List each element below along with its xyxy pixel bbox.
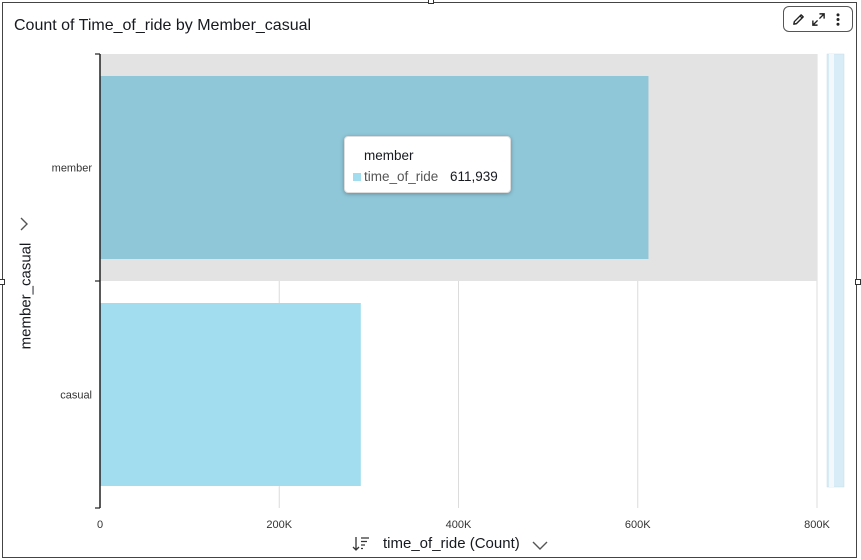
x-tick-label: 800K bbox=[804, 519, 830, 531]
tooltip-value: 611,939 bbox=[450, 169, 498, 184]
x-tick-label: 0 bbox=[97, 519, 103, 531]
bars bbox=[100, 76, 649, 486]
expand-icon[interactable] bbox=[809, 10, 827, 28]
chevron-down-icon[interactable] bbox=[532, 537, 548, 555]
chart-title: Count of Time_of_ride by Member_casual bbox=[14, 17, 312, 34]
x-tick-label: 600K bbox=[625, 519, 651, 531]
y-tick-label: casual bbox=[60, 390, 92, 402]
sort-descending-icon[interactable] bbox=[352, 536, 370, 557]
tooltip-swatch bbox=[353, 173, 361, 181]
y-tick-label: member bbox=[52, 163, 93, 175]
y-axis-label[interactable]: member_casual bbox=[17, 242, 35, 350]
scrollbar-thumb[interactable] bbox=[829, 54, 834, 487]
axes bbox=[95, 53, 101, 509]
x-tick-label: 400K bbox=[446, 519, 472, 531]
resize-handle-top[interactable] bbox=[428, 0, 434, 4]
bar-casual[interactable] bbox=[100, 303, 361, 486]
tooltip-title: member bbox=[364, 148, 414, 163]
tooltip: member time_of_ride 611,939 bbox=[344, 136, 511, 193]
visual-toolbar bbox=[783, 6, 853, 32]
pencil-icon[interactable] bbox=[789, 10, 807, 28]
x-axis-label[interactable]: time_of_ride (Count) bbox=[383, 535, 520, 552]
resize-handle-left[interactable] bbox=[0, 279, 5, 285]
chevron-right-icon[interactable] bbox=[19, 217, 29, 234]
tick-labels: 0 200K 400K 600K 800K member casual bbox=[52, 163, 831, 532]
more-vertical-icon[interactable] bbox=[829, 10, 847, 28]
tooltip-series-name: time_of_ride bbox=[364, 169, 439, 184]
x-tick-label: 200K bbox=[266, 519, 292, 531]
